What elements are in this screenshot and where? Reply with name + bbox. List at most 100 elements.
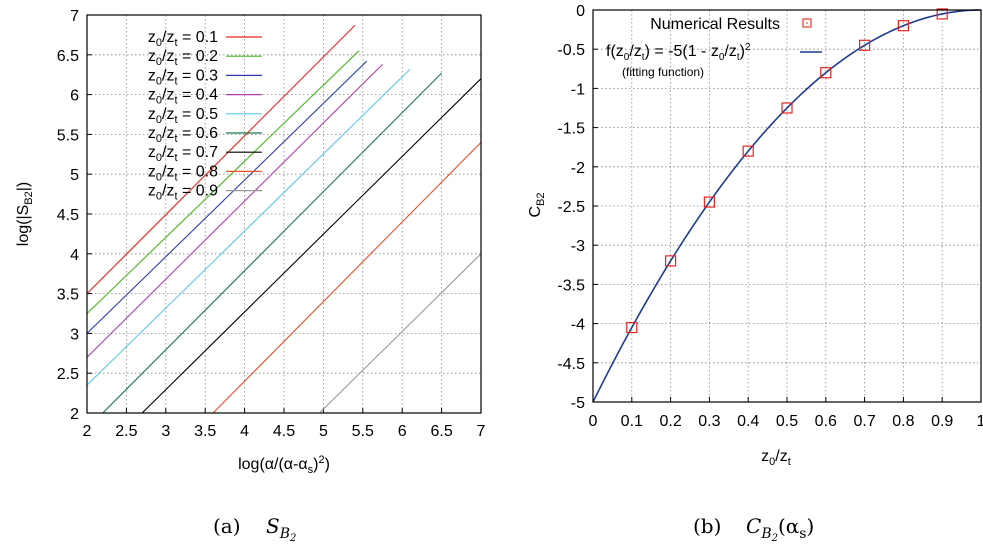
y-axis-label-a: log(|SB2|) — [15, 182, 35, 246]
x-tick-label: 0.4 — [737, 413, 759, 430]
legend-label: z0/zt = 0.7 — [148, 144, 218, 164]
y-tick-label: -3.5 — [557, 277, 585, 294]
series-line — [86, 60, 368, 334]
caption-b-label: (b) — [693, 514, 721, 538]
legend-label-fit: f(z0/zt) = -5(1 - z0/zt)2 — [606, 42, 751, 63]
caption-b: (b) CB2(αs) — [693, 514, 814, 544]
y-tick-label: -4.5 — [557, 356, 585, 373]
data-point — [742, 145, 754, 157]
y-tick-label: -1 — [571, 81, 585, 98]
data-point — [936, 8, 948, 20]
x-tick-label: 0.9 — [931, 413, 953, 430]
x-tick-label: 3 — [161, 423, 170, 440]
legend-a: z0/zt = 0.1z0/zt = 0.2z0/zt = 0.3z0/zt =… — [148, 29, 262, 203]
y-tick-label: -5 — [571, 395, 585, 412]
x-tick-label: 6.5 — [430, 423, 452, 440]
plot-frame-b — [592, 9, 982, 403]
legend-swatch-dot — [806, 22, 808, 24]
y-tick-label: 5.5 — [57, 127, 79, 144]
x-tick-label: 0.7 — [853, 413, 875, 430]
legend-label: z0/zt = 0.4 — [148, 87, 218, 107]
caption-a: (a) SB2 — [213, 514, 296, 544]
data-point — [820, 67, 832, 79]
caption-a-math: SB2 — [266, 514, 296, 544]
panel-a-chart: 2 2.5 3 3.5 4 4.5 5 5.5 6 6.5 7 2 2.5 3 3.5 4 4.5 5 5.5 6 6.… — [15, 8, 486, 476]
x-tick-label: 0.3 — [698, 413, 720, 430]
panel-b-chart: 0 0.1 0.2 0.3 0.4 0.5 0.6 0.7 0.8 0.9 1 0 -0.5 -1 -1.5… — [527, 3, 983, 468]
legend-label: z0/zt = 0.3 — [148, 67, 218, 87]
tick-labels-a: 2 2.5 3 3.5 4 4.5 5 5.5 6 6.5 7 2 2.5 3 3.5 4 4.5 5 5.5 6 6.… — [57, 8, 486, 440]
series-line — [141, 78, 482, 414]
x-tick-label: 0.6 — [815, 413, 837, 430]
x-tick-label: 7 — [477, 423, 486, 440]
x-tick-label: 0.5 — [776, 413, 798, 430]
x-tick-label: 0.1 — [621, 413, 643, 430]
series-line — [102, 72, 442, 414]
y-tick-label: 3 — [70, 326, 79, 343]
data-point — [703, 196, 716, 208]
data-point — [781, 102, 793, 114]
x-tick-label: 0.8 — [892, 413, 914, 430]
x-tick-label: 4 — [240, 423, 249, 440]
x-axis-label-b: z0/zt — [761, 448, 791, 468]
data-point — [858, 39, 871, 51]
series-line — [86, 68, 411, 386]
y-tick-label: 5 — [70, 167, 79, 184]
legend-note-fit: (fitting function) — [622, 65, 704, 79]
x-tick-label: 5.5 — [352, 423, 374, 440]
y-tick-label: -2.5 — [557, 199, 585, 216]
series-line — [86, 50, 360, 314]
x-tick-label: 6 — [398, 423, 407, 440]
x-tick-label: 4.5 — [273, 423, 295, 440]
y-tick-label: 4.5 — [57, 207, 79, 224]
y-tick-label: 7 — [70, 8, 79, 25]
x-tick-label: 3.5 — [194, 423, 216, 440]
series-lines-a — [86, 24, 482, 414]
data-point — [664, 255, 677, 267]
y-tick-label: 3.5 — [57, 287, 79, 304]
y-tick-label: -3 — [571, 238, 585, 255]
series-line — [86, 63, 383, 358]
legend-label: z0/zt = 0.9 — [148, 183, 218, 203]
grid-b — [592, 9, 982, 403]
y-tick-label: 0 — [576, 3, 585, 20]
data-point — [626, 321, 638, 334]
fitting-function-curve — [592, 9, 982, 403]
x-tick-label: 2.5 — [115, 423, 137, 440]
x-tick-label: 5 — [319, 423, 328, 440]
x-tick-label: 0 — [589, 413, 598, 430]
series-line — [319, 253, 482, 414]
series-line — [86, 24, 356, 294]
legend-label: z0/zt = 0.5 — [148, 106, 218, 126]
x-tick-label: 1 — [977, 413, 983, 430]
y-tick-label: -2 — [571, 160, 585, 177]
y-tick-label: -4 — [571, 317, 585, 334]
y-tick-label: -1.5 — [557, 121, 585, 138]
y-tick-label: -0.5 — [557, 42, 585, 59]
numerical-results-points — [626, 8, 948, 334]
series-line — [212, 141, 482, 414]
data-point — [897, 20, 910, 32]
legend-label-numerical: Numerical Results — [650, 16, 780, 33]
caption-a-label: (a) — [213, 514, 241, 538]
y-tick-label: 6.5 — [57, 48, 79, 65]
legend-b: Numerical Results f(z0/zt) = -5(1 - z0/zt… — [606, 16, 822, 79]
y-tick-label: 6 — [70, 88, 79, 105]
x-tick-label: 2 — [83, 423, 92, 440]
y-axis-label-b: CB2 — [527, 192, 547, 217]
caption-b-math: CB2(αs) — [746, 514, 814, 544]
y-tick-label: 2 — [70, 406, 79, 423]
grid-a — [86, 14, 482, 414]
legend-label: z0/zt = 0.2 — [148, 48, 218, 68]
tick-labels-b: 0 0.1 0.2 0.3 0.4 0.5 0.6 0.7 0.8 0.9 1 0 -0.5 -1 -1.5… — [557, 3, 983, 430]
y-tick-label: 2.5 — [57, 366, 79, 383]
legend-label: z0/zt = 0.1 — [148, 29, 218, 49]
x-axis-label-a: log(α/(α-αs)2) — [238, 454, 330, 476]
legend-label: z0/zt = 0.6 — [148, 125, 218, 145]
plot-frame-a — [86, 14, 482, 414]
legend-label: z0/zt = 0.8 — [148, 163, 218, 183]
legend-swatch-numerical — [802, 18, 812, 28]
y-tick-label: 4 — [70, 247, 79, 264]
x-tick-label: 0.2 — [659, 413, 681, 430]
